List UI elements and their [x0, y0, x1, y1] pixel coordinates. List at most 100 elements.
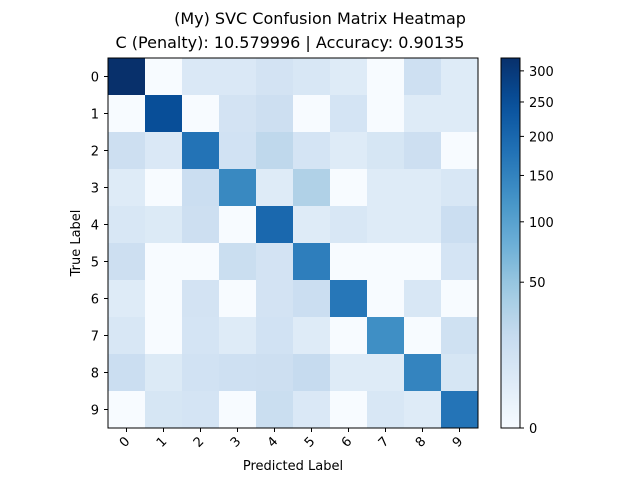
y-axis-label: True Label	[69, 210, 84, 278]
heatmap-cell	[145, 354, 183, 392]
heatmap-cell	[441, 132, 479, 170]
heatmap-cell	[293, 95, 331, 133]
heatmap-cell	[330, 317, 368, 355]
heatmap-cell	[367, 243, 405, 281]
colorbar-tick-label: 150	[529, 169, 554, 184]
x-axis-ticks: 0 1 2 3 4 5 6 7 8 9	[117, 428, 466, 451]
chart-title: (My) SVC Confusion Matrix Heatmap	[174, 9, 466, 28]
heatmap-cell	[256, 95, 294, 133]
heatmap-cell	[256, 280, 294, 318]
y-tick-label: 4	[91, 219, 99, 234]
heatmap-cell	[367, 391, 405, 429]
heatmap-cell	[108, 95, 146, 133]
y-tick-label: 8	[91, 367, 99, 382]
colorbar-ticks: 0 50 100 150 200 250 300	[520, 65, 554, 437]
heatmap-cell	[145, 317, 183, 355]
heatmap-cell	[441, 317, 479, 355]
heatmap-cell	[293, 391, 331, 429]
heatmap-cell	[108, 317, 146, 355]
heatmap-cell	[330, 206, 368, 244]
heatmap-cell	[219, 317, 257, 355]
y-tick-label: 9	[91, 404, 99, 419]
heatmap-cell	[367, 206, 405, 244]
heatmap-frame	[107, 57, 479, 429]
x-tick-label: 4	[265, 434, 281, 450]
heatmap-cell	[404, 206, 442, 244]
heatmap-cell	[145, 280, 183, 318]
heatmap-cell	[219, 243, 257, 281]
heatmap-cell	[367, 132, 405, 170]
heatmap-cell	[367, 58, 405, 96]
x-tick-label: 5	[302, 434, 318, 450]
heatmap-cell	[256, 169, 294, 207]
heatmap-cell	[182, 280, 220, 318]
heatmap-cell	[219, 391, 257, 429]
heatmap-cell	[219, 132, 257, 170]
heatmap-cells	[108, 58, 479, 429]
heatmap-cell	[293, 243, 331, 281]
colorbar-tick-label: 300	[529, 65, 554, 80]
y-tick-label: 0	[91, 71, 99, 86]
heatmap-cell	[330, 95, 368, 133]
y-tick-label: 5	[91, 256, 99, 271]
heatmap-cell	[108, 58, 146, 96]
heatmap-cell	[145, 391, 183, 429]
heatmap-cell	[145, 132, 183, 170]
heatmap-cell	[404, 169, 442, 207]
heatmap-cell	[182, 243, 220, 281]
colorbar-tick-label: 250	[529, 96, 554, 111]
colorbar-tick-label: 50	[529, 276, 546, 291]
y-tick-label: 1	[91, 108, 99, 123]
heatmap-cell	[330, 280, 368, 318]
heatmap-cell	[108, 280, 146, 318]
heatmap-cell	[404, 132, 442, 170]
heatmap-cell	[367, 317, 405, 355]
heatmap-cell	[145, 95, 183, 133]
heatmap-cell	[108, 169, 146, 207]
heatmap-cell	[293, 206, 331, 244]
chart-subtitle: C (Penalty): 10.579996 | Accuracy: 0.901…	[116, 33, 465, 52]
heatmap-cell	[404, 58, 442, 96]
heatmap-cell	[182, 317, 220, 355]
heatmap-cell	[293, 58, 331, 96]
heatmap-cell	[330, 354, 368, 392]
heatmap-cell	[293, 169, 331, 207]
x-tick-label: 9	[450, 434, 466, 450]
heatmap-cell	[182, 354, 220, 392]
heatmap-cell	[256, 206, 294, 244]
heatmap-cell	[404, 243, 442, 281]
x-tick-label: 3	[228, 434, 244, 450]
heatmap-cell	[256, 243, 294, 281]
y-tick-label: 6	[91, 293, 99, 308]
y-tick-label: 7	[91, 330, 99, 345]
heatmap-cell	[441, 354, 479, 392]
heatmap-cell	[404, 280, 442, 318]
colorbar-frame	[500, 57, 521, 429]
heatmap-cell	[256, 132, 294, 170]
heatmap-cell	[182, 132, 220, 170]
heatmap-cell	[330, 391, 368, 429]
heatmap-cell	[145, 243, 183, 281]
heatmap-cell	[293, 317, 331, 355]
x-axis-label: Predicted Label	[243, 459, 343, 474]
heatmap-cell	[219, 169, 257, 207]
y-tick-label: 2	[91, 145, 99, 160]
heatmap-cell	[182, 206, 220, 244]
colorbar	[501, 58, 520, 428]
heatmap-cell	[256, 354, 294, 392]
heatmap-cell	[367, 354, 405, 392]
heatmap-cell	[441, 58, 479, 96]
heatmap-cell	[293, 280, 331, 318]
heatmap-cell	[219, 95, 257, 133]
heatmap-cell	[108, 391, 146, 429]
heatmap-cell	[108, 354, 146, 392]
x-tick-label: 1	[154, 434, 170, 450]
colorbar-tick-label: 0	[529, 422, 537, 437]
heatmap-cell	[293, 354, 331, 392]
x-tick-label: 7	[376, 434, 392, 450]
heatmap-cell	[256, 391, 294, 429]
heatmap-cell	[441, 95, 479, 133]
heatmap-cell	[330, 58, 368, 96]
heatmap-cell	[108, 132, 146, 170]
heatmap-cell	[367, 95, 405, 133]
